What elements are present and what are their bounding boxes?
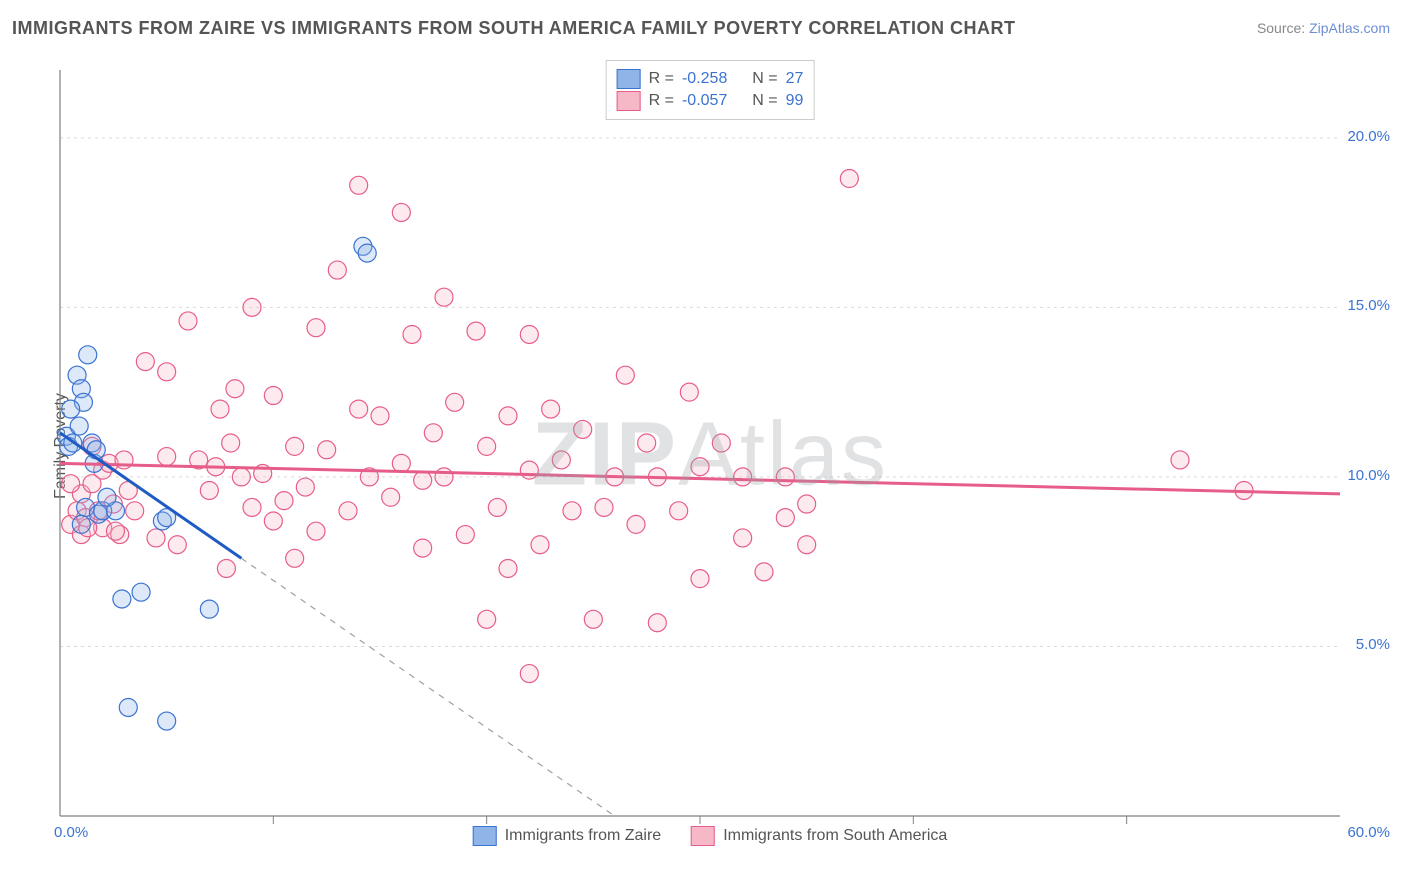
swatch-zaire-icon <box>473 826 497 846</box>
n-label: N = <box>752 70 777 88</box>
axis-tick-label: 15.0% <box>1347 297 1390 314</box>
axis-tick-label: 60.0% <box>1347 824 1390 841</box>
n-label: N = <box>752 92 777 110</box>
swatch-south-america <box>617 91 641 111</box>
source-attribution: Source: ZipAtlas.com <box>1257 20 1390 36</box>
swatch-sa-icon <box>691 826 715 846</box>
correlation-row-sa: R = -0.057 N = 99 <box>617 91 804 111</box>
axis-tick-label: 5.0% <box>1356 636 1390 653</box>
plot-area: ZIPAtlas R = -0.258 N = 27 R = -0.057 N … <box>50 60 1370 850</box>
legend-item-zaire: Immigrants from Zaire <box>473 826 661 846</box>
r-value-zaire: -0.258 <box>682 70 727 88</box>
swatch-zaire <box>617 69 641 89</box>
legend-label-sa: Immigrants from South America <box>723 827 947 845</box>
legend-item-sa: Immigrants from South America <box>691 826 947 846</box>
r-label: R = <box>649 70 674 88</box>
series-legend: Immigrants from Zaire Immigrants from So… <box>473 826 948 846</box>
legend-label-zaire: Immigrants from Zaire <box>505 827 661 845</box>
n-value-sa: 99 <box>786 92 804 110</box>
r-value-sa: -0.057 <box>682 92 727 110</box>
chart-title: IMMIGRANTS FROM ZAIRE VS IMMIGRANTS FROM… <box>12 18 1016 39</box>
axis-tick-label: 20.0% <box>1347 128 1390 145</box>
n-value-zaire: 27 <box>786 70 804 88</box>
correlation-legend: R = -0.258 N = 27 R = -0.057 N = 99 <box>606 60 815 120</box>
axis-tick-label: 10.0% <box>1347 467 1390 484</box>
r-label: R = <box>649 92 674 110</box>
scatter-plot-svg <box>50 60 1370 850</box>
correlation-row-zaire: R = -0.258 N = 27 <box>617 69 804 89</box>
source-link[interactable]: ZipAtlas.com <box>1309 20 1390 36</box>
source-prefix: Source: <box>1257 20 1309 36</box>
axis-tick-label: 0.0% <box>54 824 88 841</box>
